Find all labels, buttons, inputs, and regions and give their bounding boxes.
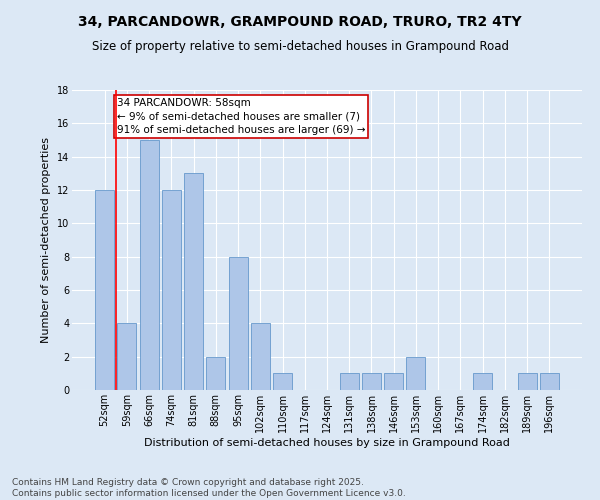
Y-axis label: Number of semi-detached properties: Number of semi-detached properties xyxy=(41,137,51,343)
Bar xyxy=(251,324,270,390)
Text: Size of property relative to semi-detached houses in Grampound Road: Size of property relative to semi-detach… xyxy=(91,40,509,53)
Bar xyxy=(340,374,359,390)
Text: Contains HM Land Registry data © Crown copyright and database right 2025.
Contai: Contains HM Land Registry data © Crown c… xyxy=(12,478,406,498)
Bar xyxy=(518,374,536,390)
Bar xyxy=(362,374,381,390)
Bar xyxy=(162,190,181,390)
Bar xyxy=(118,324,136,390)
Bar xyxy=(95,190,114,390)
Bar xyxy=(206,356,225,390)
Bar xyxy=(384,374,403,390)
Text: 34, PARCANDOWR, GRAMPOUND ROAD, TRURO, TR2 4TY: 34, PARCANDOWR, GRAMPOUND ROAD, TRURO, T… xyxy=(78,15,522,29)
Bar xyxy=(273,374,292,390)
Bar xyxy=(140,140,158,390)
X-axis label: Distribution of semi-detached houses by size in Grampound Road: Distribution of semi-detached houses by … xyxy=(144,438,510,448)
Text: 34 PARCANDOWR: 58sqm
← 9% of semi-detached houses are smaller (7)
91% of semi-de: 34 PARCANDOWR: 58sqm ← 9% of semi-detach… xyxy=(117,98,365,134)
Bar xyxy=(473,374,492,390)
Bar xyxy=(540,374,559,390)
Bar xyxy=(229,256,248,390)
Bar xyxy=(406,356,425,390)
Bar xyxy=(184,174,203,390)
